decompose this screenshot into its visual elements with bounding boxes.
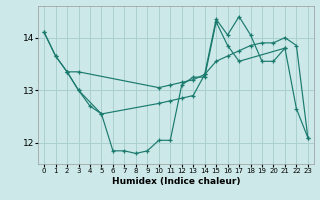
X-axis label: Humidex (Indice chaleur): Humidex (Indice chaleur)	[112, 177, 240, 186]
